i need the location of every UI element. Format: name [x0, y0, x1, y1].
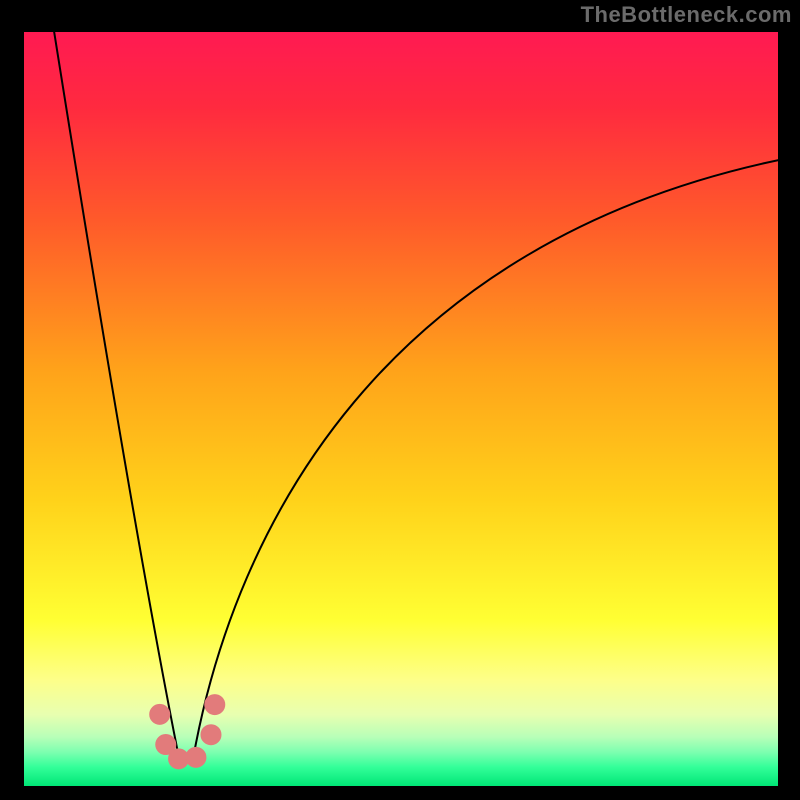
watermark-text: TheBottleneck.com: [581, 2, 792, 28]
data-marker: [201, 725, 221, 745]
data-marker: [150, 704, 170, 724]
data-marker: [186, 747, 206, 767]
plot-area: [24, 32, 778, 786]
chart-svg: [24, 32, 778, 786]
data-marker: [205, 695, 225, 715]
bottleneck-curve: [54, 32, 778, 760]
